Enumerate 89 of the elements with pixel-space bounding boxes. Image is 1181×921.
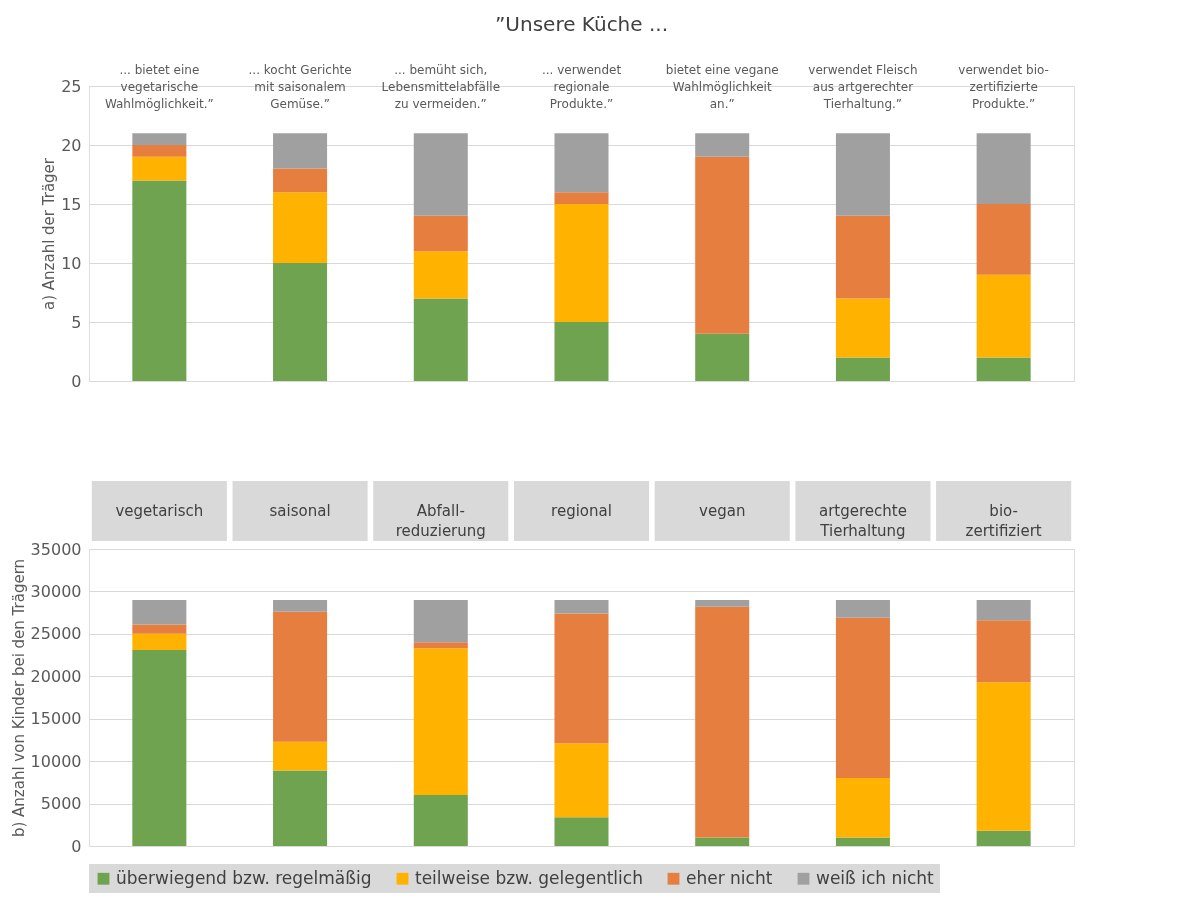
bar	[835, 837, 890, 846]
y-tick-label: 20	[61, 135, 82, 155]
y-tick-label: 0	[71, 836, 82, 856]
bar	[132, 633, 187, 650]
x-tick-label: ... verwendet regionale Produkte.”	[541, 62, 622, 111]
bar	[273, 192, 328, 263]
legend-label: eher nicht	[686, 867, 773, 888]
x-tick-label: vegan	[699, 502, 746, 520]
bar	[976, 682, 1031, 831]
x-tick-label: Abfall- reduzierung	[395, 502, 486, 540]
bar	[835, 778, 890, 838]
x-tick-label: saisonal	[269, 502, 331, 520]
bar	[273, 133, 328, 169]
x-tick-label: vegetarisch	[115, 502, 204, 520]
bar	[554, 204, 609, 322]
bar	[976, 204, 1031, 275]
bar	[695, 837, 750, 846]
chart-title: ”Unsere Küche ...	[494, 12, 669, 36]
y-tick-label: 10000	[30, 751, 82, 771]
y-axis-title: a) Anzahl der Träger	[40, 157, 59, 311]
bar	[554, 322, 609, 381]
bar	[554, 133, 609, 193]
bar	[413, 215, 468, 252]
y-tick-label: 30000	[30, 581, 82, 601]
bar	[132, 156, 187, 181]
bar	[976, 599, 1031, 621]
bar	[835, 617, 890, 779]
bar	[132, 599, 187, 625]
x-tick-label: regional	[551, 502, 612, 520]
bar	[695, 606, 750, 838]
y-tick-label: 15000	[30, 709, 82, 729]
bar	[835, 133, 890, 216]
bar	[835, 599, 890, 618]
y-tick-label: 10	[61, 253, 82, 273]
y-tick-label: 0	[71, 371, 82, 391]
y-axis-title: b) Anzahl von Kinder bei den Trägern	[9, 558, 28, 838]
bar	[695, 599, 750, 607]
bar	[413, 599, 468, 643]
bar	[413, 795, 468, 846]
y-tick-label: 25	[61, 76, 82, 96]
bar	[554, 613, 609, 744]
bar	[413, 648, 468, 796]
bar	[273, 599, 328, 612]
legend-label: überwiegend bzw. regelmäßig	[116, 867, 372, 888]
x-tick-label: verwendet bio- zertifizierte Produkte.”	[958, 62, 1049, 111]
bar	[413, 298, 468, 381]
x-tick-label: ... bemüht sich, Lebensmittelabfälle zu vermeiden.”	[381, 62, 501, 111]
bar	[976, 830, 1031, 846]
bar	[554, 743, 609, 818]
bar	[132, 133, 187, 145]
legend-label: teilweise bzw. gelegentlich	[415, 867, 643, 888]
bar	[695, 133, 750, 157]
bar	[273, 741, 328, 771]
x-tick-label: artgerechte Tierhaltung	[818, 502, 907, 540]
bar	[976, 133, 1031, 204]
bar	[132, 180, 187, 381]
bar	[413, 251, 468, 299]
x-tick-label: ... bietet eine vegetarische Wahlmöglichkeit.”	[104, 62, 214, 111]
y-tick-label: 20000	[30, 666, 82, 686]
bar	[835, 357, 890, 381]
bar	[132, 145, 187, 157]
bar	[413, 642, 468, 649]
x-tick-label: ... kocht Gerichte mit saisonalem Gemüse.”	[248, 62, 352, 111]
bar	[554, 817, 609, 846]
bar	[695, 156, 750, 334]
bar	[554, 192, 609, 204]
bar	[273, 770, 328, 846]
bar	[273, 263, 328, 381]
bar	[835, 298, 890, 358]
bar	[695, 333, 750, 381]
bar	[835, 215, 890, 299]
bar	[554, 599, 609, 614]
x-tick-label: bietet eine vegane Wahlmöglichkeit an.”	[665, 62, 779, 111]
bar	[976, 620, 1031, 683]
y-tick-label: 35000	[30, 539, 82, 559]
x-tick-label: bio- zertifiziert	[965, 502, 1042, 540]
bar	[976, 357, 1031, 381]
bar	[976, 274, 1031, 358]
bar	[273, 611, 328, 742]
y-tick-label: 5000	[40, 794, 82, 814]
y-tick-label: 5	[71, 312, 82, 332]
bar	[413, 133, 468, 216]
bar	[273, 168, 328, 193]
y-tick-label: 25000	[30, 624, 82, 644]
bar	[132, 624, 187, 634]
y-tick-label: 15	[61, 194, 82, 214]
legend-label: weiß ich nicht	[816, 867, 935, 888]
x-tick-label: verwendet Fleisch aus artgerechter Tierhaltung.”	[808, 62, 918, 111]
bar	[132, 649, 187, 846]
